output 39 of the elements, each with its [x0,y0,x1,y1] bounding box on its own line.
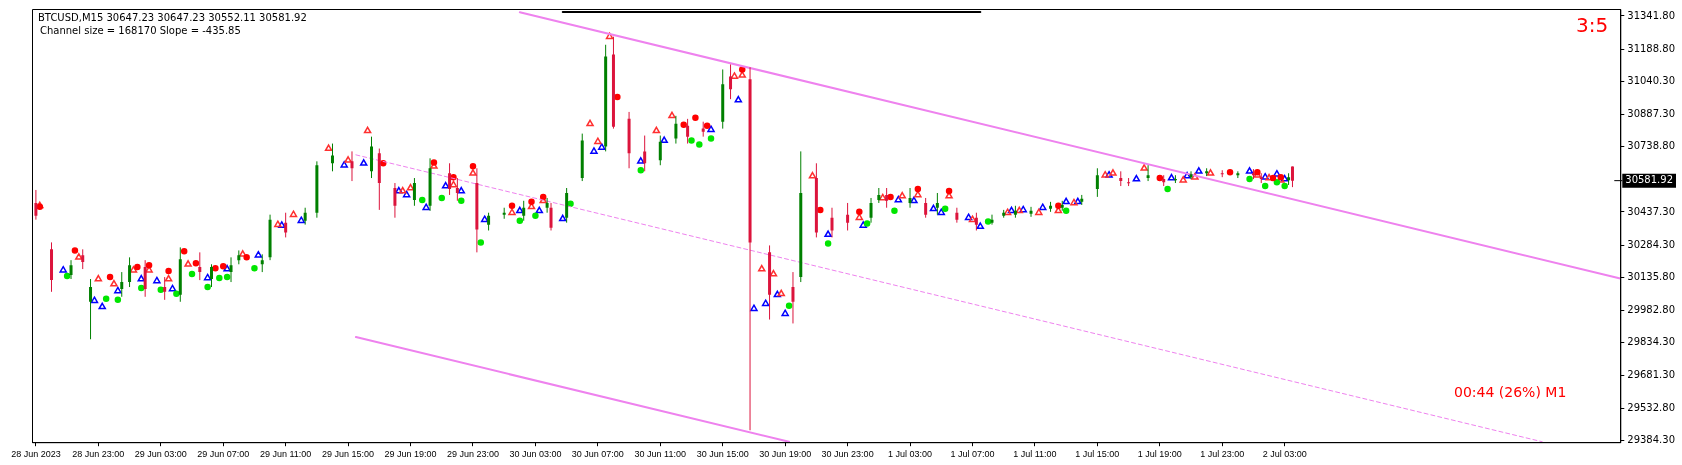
x-tick-label: 1 Jul 19:00 [1137,449,1182,460]
x-tick-label: 30 Jun 19:00 [759,449,812,460]
chart-title: BTCUSD,M15 30647.23 30647.23 30552.11 30581.92 [38,12,307,23]
y-tick-label: 30738.80 [1627,140,1675,152]
x-tick-label: 30 Jun 23:00 [821,449,874,460]
y-tick-label: 29384.30 [1627,433,1675,445]
x-tick-label: 28 Jun 2023 [11,449,61,460]
x-tick-label: 1 Jul 11:00 [1013,449,1057,460]
x-tick-label: 29 Jun 03:00 [134,449,187,460]
y-tick-label: 30135.80 [1627,270,1675,282]
x-tick-label: 30 Jun 03:00 [509,449,562,460]
y-tick-label: 29834.30 [1627,336,1675,348]
y-tick-label: 29982.80 [1627,304,1675,316]
x-tick-label: 29 Jun 11:00 [259,449,312,460]
y-tick-label: 30887.30 [1627,108,1675,120]
y-tick-label: 29681.30 [1627,369,1675,381]
y-tick-label: 30437.30 [1627,205,1675,217]
y-tick-label: 31040.30 [1627,74,1675,86]
x-tick-label: 30 Jun 07:00 [571,449,624,460]
x-tick-label: 1 Jul 07:00 [950,449,995,460]
annotation: 3:5 [1576,13,1609,37]
text: Channel size = 168170 Slope = -435.85 [40,25,241,36]
x-tick-label: 1 Jul 15:00 [1075,449,1120,460]
annotation: 00:44 (26%) M1 [1454,383,1567,400]
y-tick-label: 31188.80 [1627,42,1675,54]
y-tick-label: 31341.80 [1627,9,1675,21]
x-tick-label: 1 Jul 23:00 [1200,449,1245,460]
x-tick-label: 28 Jun 23:00 [72,449,125,460]
x-tick-label: 29 Jun 19:00 [384,449,437,460]
x-tick-label: 29 Jun 23:00 [446,449,499,460]
x-tick-label: 30 Jun 15:00 [696,449,749,460]
y-tick-label: 29532.80 [1627,401,1675,413]
x-tick-label: 29 Jun 15:00 [322,449,375,460]
x-tick-label: 30 Jun 11:00 [634,449,686,460]
ref-line-label: 30581.92 [1625,174,1673,186]
x-tick-label: 2 Jul 03:00 [1262,449,1307,460]
x-tick-label: 1 Jul 03:00 [888,449,933,460]
y-tick-label: 30284.30 [1627,238,1675,250]
x-tick-label: 29 Jun 07:00 [197,449,250,460]
